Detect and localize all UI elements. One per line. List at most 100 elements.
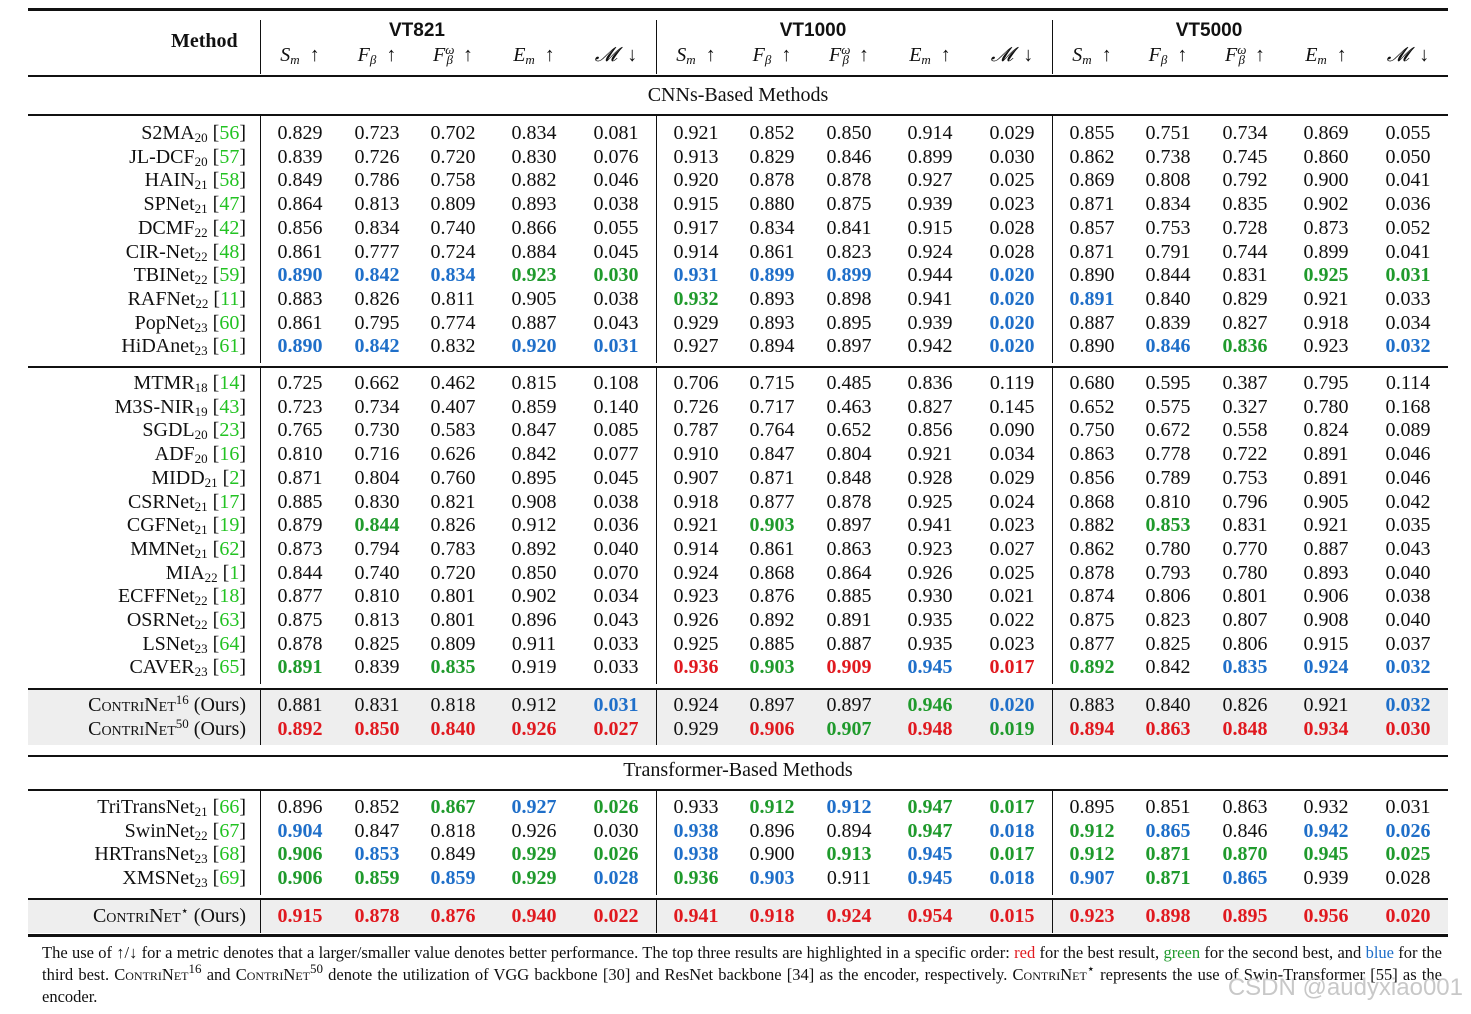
metric-value: 0.827 — [1222, 311, 1268, 334]
method-name: MTMR18 [14] — [133, 372, 246, 395]
metric-value: 0.873 — [277, 537, 323, 560]
metric-value: 0.929 — [511, 843, 557, 866]
metric-value: 0.070 — [593, 561, 639, 584]
column-divider — [260, 116, 262, 363]
metric-value: 0.672 — [1145, 419, 1191, 442]
method-name: OSRNet22 [63] — [126, 609, 246, 632]
metric-value: 0.030 — [989, 145, 1035, 168]
metric-value: 0.883 — [277, 287, 323, 310]
metric-value: 0.023 — [989, 193, 1035, 216]
metric-value: 0.871 — [277, 466, 323, 489]
metric-value: 0.119 — [989, 372, 1035, 394]
metric-value: 0.892 — [511, 537, 557, 560]
metric-value: 0.821 — [430, 490, 476, 513]
metric-value: 0.052 — [1385, 216, 1431, 239]
metric-value: 0.864 — [826, 561, 872, 584]
metric-value: 0.780 — [1303, 395, 1349, 418]
table-rule — [28, 8, 1448, 11]
metric-value: 0.871 — [1069, 240, 1115, 263]
metric-value: 0.055 — [1385, 122, 1431, 144]
metric-value: 0.890 — [277, 264, 323, 287]
metric-value: 0.913 — [673, 145, 719, 168]
metric-value: 0.045 — [593, 240, 639, 263]
method-name: ContriNet16 (Ours) — [88, 692, 246, 716]
metric-value: 0.015 — [989, 905, 1035, 927]
metric-value: 0.831 — [1222, 264, 1268, 287]
metric-value: 0.830 — [354, 490, 400, 513]
metric-value: 0.020 — [989, 311, 1035, 334]
table-row: MIDD21 [2] 0.871 0.804 0.760 0.895 0.045 0.907… — [28, 467, 1448, 491]
metric-value: 0.918 — [673, 490, 719, 513]
metric-value: 0.046 — [1385, 443, 1431, 466]
metric-value: 0.918 — [1303, 311, 1349, 334]
metric-value: 0.885 — [277, 490, 323, 513]
metric-value: 0.923 — [511, 264, 557, 287]
metric-value: 0.018 — [989, 819, 1035, 842]
column-divider — [1052, 116, 1054, 363]
metric-value: 0.924 — [1303, 656, 1349, 679]
metric-value: 0.884 — [511, 240, 557, 263]
metric-value: 0.945 — [907, 656, 953, 679]
metric-value: 0.778 — [1145, 443, 1191, 466]
metric-value: 0.899 — [826, 264, 872, 287]
metric-value: 0.780 — [1145, 537, 1191, 560]
metric-value: 0.017 — [989, 843, 1035, 866]
metric-value: 0.860 — [1303, 145, 1349, 168]
metric-value: 0.903 — [749, 867, 795, 890]
metric-value: 0.834 — [430, 264, 476, 287]
table-rule — [28, 898, 1448, 900]
metric-value: 0.915 — [673, 193, 719, 216]
metric-value: 0.786 — [354, 169, 400, 192]
metric-value: 0.832 — [430, 335, 476, 358]
metric-value: 0.911 — [826, 867, 872, 890]
metric-value: 0.875 — [1069, 609, 1115, 631]
metric-value: 0.835 — [1222, 193, 1268, 216]
metric-value: 0.725 — [277, 372, 323, 394]
metric-value: 0.033 — [593, 656, 639, 679]
table-row: SGDL20 [23] 0.765 0.730 0.583 0.847 0.085 0.78… — [28, 419, 1448, 443]
metric-value: 0.023 — [989, 514, 1035, 537]
metric-value: 0.921 — [673, 514, 719, 537]
metric-value: 0.834 — [511, 122, 557, 144]
metric-value: 0.851 — [1145, 796, 1191, 818]
metric-value: 0.895 — [511, 466, 557, 489]
metric-value: 0.824 — [1303, 419, 1349, 442]
metric-value: 0.723 — [277, 395, 323, 418]
metric-value: 0.823 — [826, 240, 872, 263]
metric-value: 0.893 — [1303, 561, 1349, 584]
metric-value: 0.026 — [593, 843, 639, 866]
metric-value: 0.774 — [430, 311, 476, 334]
metric-value: 0.927 — [907, 169, 953, 192]
metric-value: 0.913 — [826, 843, 872, 866]
metric-value: 0.780 — [1222, 561, 1268, 584]
metric-value: 0.841 — [826, 216, 872, 239]
metric-value: 0.024 — [989, 490, 1035, 513]
metric-value: 0.028 — [1385, 867, 1431, 890]
metric-value: 0.935 — [907, 609, 953, 631]
metric-value: 0.912 — [511, 514, 557, 537]
metric-value: 0.037 — [1385, 632, 1431, 655]
metric-value: 0.626 — [430, 443, 476, 466]
metric-value: 0.869 — [1303, 122, 1349, 144]
metric-value: 0.789 — [1145, 466, 1191, 489]
table-rule — [28, 934, 1448, 937]
metric-value: 0.939 — [907, 193, 953, 216]
metric-value: 0.862 — [1069, 145, 1115, 168]
metric-value: 0.932 — [673, 287, 719, 310]
metric-value: 0.740 — [430, 216, 476, 239]
metric-value: 0.734 — [354, 395, 400, 418]
metric-value: 0.890 — [1069, 264, 1115, 287]
method-name: PopNet23 [60] — [134, 311, 246, 335]
metric-value: 0.783 — [430, 537, 476, 560]
metric-value: 0.868 — [1069, 490, 1115, 513]
metric-value: 0.905 — [1303, 490, 1349, 513]
metric-value: 0.863 — [1222, 796, 1268, 818]
metric-value: 0.865 — [1145, 819, 1191, 842]
metric-value: 0.744 — [1222, 240, 1268, 263]
metric-value: 0.942 — [1303, 819, 1349, 842]
method-name: HRTransNet23 [68] — [94, 843, 246, 867]
metric-value: 0.034 — [1385, 311, 1431, 334]
metric-value: 0.891 — [1069, 287, 1115, 310]
metric-value: 0.946 — [907, 694, 953, 716]
column-divider — [656, 366, 658, 685]
